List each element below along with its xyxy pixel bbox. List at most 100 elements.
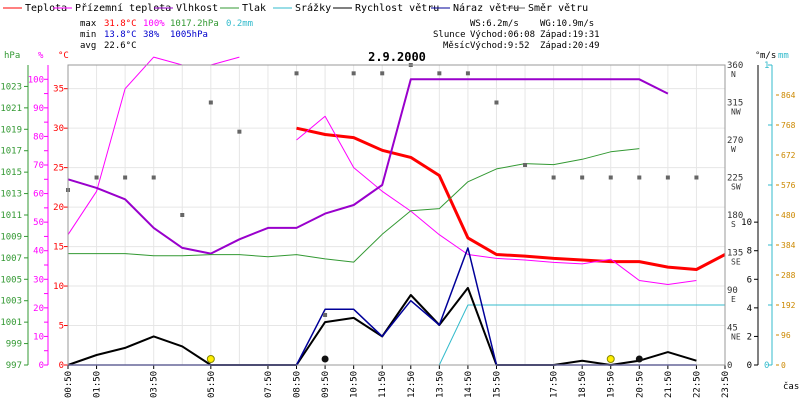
legend-label-tlak: Tlak [242,3,266,14]
tick-label-wind: 0 [747,361,752,371]
tick-label-hpa: 1003 [0,297,22,307]
tick-label-temp: 30 [53,124,64,134]
tick-label-wind: 2 [747,332,752,342]
wind-direction-point [551,175,556,180]
tick-label-temp: 15 [53,243,64,253]
tick-label-hpa: 1019 [0,125,22,135]
tick-label-percent: 30 [33,275,44,285]
tick-label-temp: 5 [59,322,64,332]
tick-label-temp: 35 [53,85,64,95]
plot-frame [67,64,726,366]
wind-direction-point [94,175,99,180]
sun-icon [606,355,615,363]
wind-direction-point [694,175,699,180]
sun-icon [206,355,215,363]
legend-label-naraz: Náraz větru [453,2,519,14]
legend-label-srazky: Srážky [295,2,331,14]
tick-label-temp: 0 [59,361,64,371]
stats-max-label: max [80,19,97,29]
tick-label-hpa: 1017 [0,147,22,157]
tick-label-direction: 90 [727,286,738,296]
sun-rise: Východ:06:08 [470,30,535,40]
x-tick-label: 08:50 [293,371,303,398]
tick-label-solar: 192 [781,301,796,310]
wind-direction-point [237,129,242,134]
stats-max-rain: 0.2mm [226,19,253,29]
legend-label-rychlost: Rychlost větru [355,2,439,14]
x-tick-label: 05:50 [207,371,217,398]
tick-label-compass: W [731,145,736,154]
stats-max-press: 1017.2hPa [170,19,219,29]
sun-label: Slunce [433,30,466,40]
tick-label-hpa: 997 [6,361,22,371]
tick-label-temp: 10 [53,282,64,292]
legend: Teplota Přízemní teplota Vlhkost Tlak Sr… [3,2,588,14]
tick-label-wind: 10 [741,218,752,228]
stats-max-temp: 31.8°C [104,19,137,29]
tick-label-hpa: 1011 [0,211,22,221]
x-tick-label: 14:50 [464,371,474,398]
wind-direction-point [180,213,185,217]
x-tick-label: 10:50 [350,371,360,398]
left-axes: 9979991001100310051007100910111013101510… [0,65,69,371]
legend-label-prizemni-teplota: Přízemní teplota [75,2,171,14]
x-tick-label: 09:50 [321,371,331,398]
axis-unit-hpa: hPa [4,51,20,61]
legend-label-smer: Směr větru [528,2,588,14]
axis-unit-labels: hPa % °C ° m/s mm čas [4,51,799,392]
wind-direction-point [580,175,585,180]
tick-label-wind: 8 [747,247,752,257]
series-layer [67,56,726,366]
stats-avg-label: avg [80,41,96,51]
tick-label-percent: 70 [33,161,44,171]
tick-label-direction: 360 [727,61,743,71]
tick-label-rain: 0 [764,361,769,371]
x-tick-label: 17:50 [550,371,560,398]
moon-icon [321,355,329,363]
tick-label-rain: 1 [764,61,769,71]
tick-label-hpa: 1009 [0,232,22,242]
wind-direction-point [465,71,470,76]
tick-label-hpa: 1015 [0,168,22,178]
tick-label-percent: 80 [33,132,44,142]
tick-label-compass: NW [731,108,741,117]
x-tick-label: 13:50 [435,371,445,398]
x-tick-label: 11:50 [378,371,388,398]
stats-min-label: min [80,30,96,40]
tick-label-compass: SE [731,258,741,267]
tick-label-percent: 90 [33,104,44,114]
wind-direction-point [151,175,156,180]
moon-label: Měsíc [443,41,470,51]
tick-label-solar: 864 [781,91,796,100]
wind-direction-layer [66,63,699,317]
tick-label-temp: 20 [53,203,64,213]
x-axis-label: čas [783,381,799,392]
tick-label-percent: 0 [39,361,44,371]
tick-label-solar: 0 [781,361,786,370]
wind-direction-point [523,163,528,167]
tick-label-hpa: 1013 [0,190,22,200]
tick-label-compass: SW [731,183,741,192]
wind-direction-point [608,175,613,180]
stats-avg-temp: 22.6°C [104,41,137,51]
tick-label-direction: 45 [727,324,738,334]
x-tick-label: 18:50 [578,371,588,398]
wind-direction-point [294,71,299,76]
x-tick-label: 15:50 [492,371,502,398]
wind-direction-point [665,175,670,180]
tick-label-wind: 4 [747,304,752,314]
wind-direction-point [123,175,128,180]
right-axes: 045NE90E135SE180S225SW270W315NW360N02468… [727,61,796,371]
tick-label-compass: E [731,295,736,304]
series-line-tlak [68,148,640,263]
stats-min-temp: 13.8°C [104,30,137,40]
x-tick-label: 21:50 [664,371,674,398]
tick-label-solar: 672 [781,151,796,160]
tick-label-solar: 768 [781,121,796,130]
x-tick-label: 19:50 [607,371,617,398]
astro-block: WS:6.2m/s WG:10.9m/s Slunce Východ:06:08… [433,19,600,51]
tick-label-solar: 576 [781,181,796,190]
tick-label-percent: 40 [33,247,44,257]
tick-label-hpa: 1005 [0,275,22,285]
